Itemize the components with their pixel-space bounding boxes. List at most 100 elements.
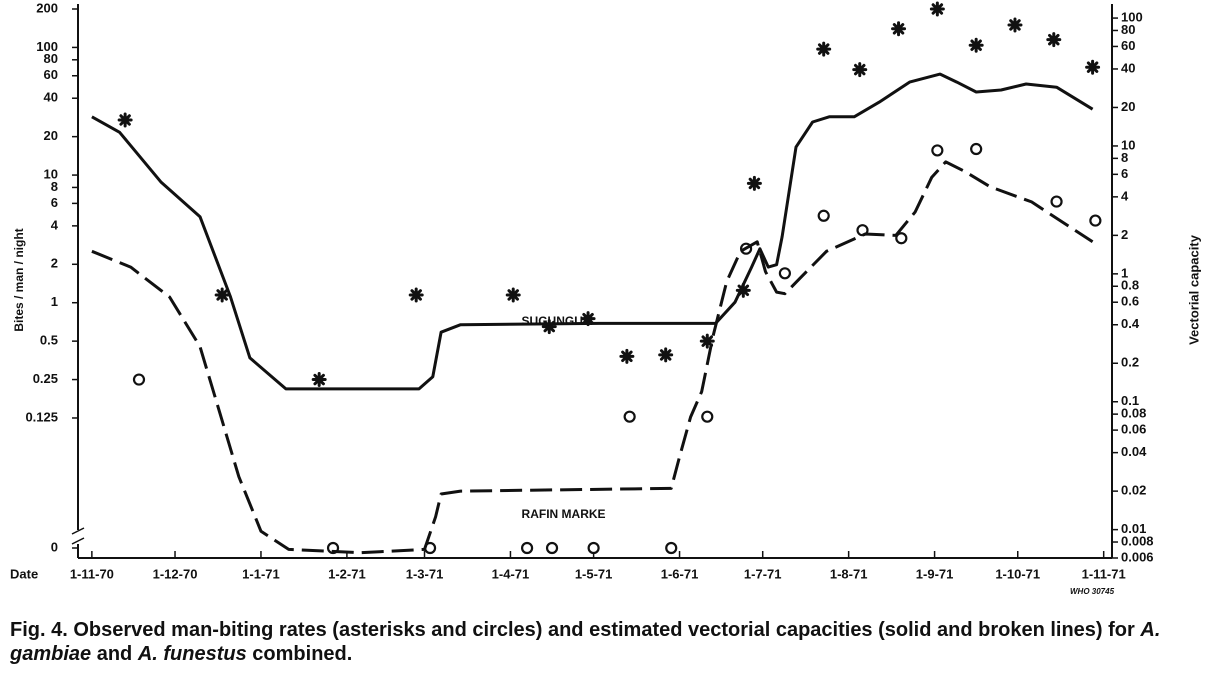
x-tick-label: 1-1-71 xyxy=(242,566,280,581)
asterisk-point xyxy=(214,287,230,303)
x-tick-label: 1-12-70 xyxy=(153,566,198,581)
asterisk-point xyxy=(658,347,674,363)
y-tick-label: 8 xyxy=(51,179,58,194)
y2-tick-label: 0.02 xyxy=(1121,483,1146,498)
caption-text: and xyxy=(91,643,138,665)
asterisk-point xyxy=(505,287,521,303)
asterisk-point xyxy=(408,287,424,303)
figure-note: WHO 30745 xyxy=(1070,587,1115,596)
y2-tick-label: 1 xyxy=(1121,265,1128,280)
y2-tick-label: 80 xyxy=(1121,22,1135,37)
circle-point xyxy=(1050,195,1063,208)
asterisk-point xyxy=(1007,17,1023,33)
line-label: SUGUNGUM xyxy=(522,314,593,328)
caption-species: A. funestus xyxy=(137,643,247,665)
y2-tick-label: 0.06 xyxy=(1121,422,1146,437)
asterisk-point xyxy=(746,175,762,191)
circle-point xyxy=(545,541,559,555)
y-tick-label: 10 xyxy=(44,167,58,182)
circle-point xyxy=(623,410,636,423)
y2-tick-label: 20 xyxy=(1121,99,1135,114)
y2-tick-label: 60 xyxy=(1121,38,1135,53)
circle-point xyxy=(970,142,983,156)
asterisk-point xyxy=(117,112,133,128)
y2-tick-label: 100 xyxy=(1121,10,1143,25)
y-tick-label: 60 xyxy=(44,67,58,82)
y2-axis-label: Vectorial capacity xyxy=(1186,234,1201,345)
y-tick-label: 2 xyxy=(51,256,58,271)
asterisk-point xyxy=(541,319,557,335)
circle-point xyxy=(132,373,146,386)
y-tick-label: 4 xyxy=(51,217,59,232)
y2-tick-label: 0.08 xyxy=(1121,406,1146,421)
asterisk-point xyxy=(1046,32,1062,48)
y2-tick-label: 0.04 xyxy=(1121,444,1147,459)
y-tick-label: 200 xyxy=(36,0,58,15)
x-tick-label: 1-8-71 xyxy=(830,566,868,581)
line-label: RAFIN MARKE xyxy=(522,507,606,521)
asterisk-point xyxy=(891,21,907,37)
x-tick-label: 1-5-71 xyxy=(575,566,613,581)
x-tick-label: 1-2-71 xyxy=(328,566,366,581)
y-tick-label: 0.25 xyxy=(33,371,58,386)
x-tick-label: 1-11-71 xyxy=(1082,566,1126,581)
asterisk-point xyxy=(580,311,596,327)
asterisk-point xyxy=(699,333,715,349)
asterisk-point xyxy=(619,348,635,364)
x-tick-label: 1-6-71 xyxy=(661,566,699,581)
axis-break xyxy=(71,527,85,535)
y2-tick-label: 0.4 xyxy=(1121,316,1140,331)
y-tick-label: 40 xyxy=(44,90,58,105)
circle-point xyxy=(1089,214,1102,227)
y2-tick-label: 0.01 xyxy=(1121,521,1146,536)
asterisk-point xyxy=(852,62,868,78)
x-tick-label: 1-4-71 xyxy=(492,566,530,581)
caption-text: combined. xyxy=(246,643,353,665)
y-tick-label: 0 xyxy=(51,539,58,554)
asterisk-point xyxy=(735,282,751,298)
y2-tick-label: 0.1 xyxy=(1121,393,1139,408)
circle-point xyxy=(895,232,908,245)
asterisk-point xyxy=(816,41,832,57)
y2-tick-label: 0.8 xyxy=(1121,278,1139,293)
y-tick-label: 20 xyxy=(44,128,58,143)
y-tick-label: 100 xyxy=(36,39,58,54)
circle-point xyxy=(817,209,830,222)
axis-break xyxy=(71,537,85,545)
y-tick-label: 0.125 xyxy=(25,409,58,424)
y2-tick-label: 2 xyxy=(1121,227,1128,242)
caption-species: A. gambiae xyxy=(10,619,1161,665)
circle-point xyxy=(701,410,714,423)
y-tick-label: 80 xyxy=(44,51,58,66)
caption-text: Fig. 4. Observed man-biting rates (aster… xyxy=(10,619,1141,641)
y2-tick-label: 0.008 xyxy=(1121,533,1154,548)
circle-point xyxy=(520,541,534,555)
asterisk-point xyxy=(968,37,984,53)
y2-tick-label: 0.2 xyxy=(1121,355,1139,370)
circle-point xyxy=(665,541,678,555)
y-tick-label: 0.5 xyxy=(40,333,58,348)
y2-tick-label: 40 xyxy=(1121,60,1135,75)
y-tick-label: 1 xyxy=(51,294,58,309)
solid-line xyxy=(91,72,1094,391)
y2-tick-label: 0.6 xyxy=(1121,294,1139,309)
y2-tick-label: 10 xyxy=(1121,137,1135,152)
y2-tick-label: 6 xyxy=(1121,166,1128,181)
x-tick-label: 1-11-70 xyxy=(70,566,114,581)
y-tick-label: 6 xyxy=(51,195,58,210)
caption: Fig. 4. Observed man-biting rates (aster… xyxy=(10,618,1215,666)
y-axis-label: Bites / man / night xyxy=(12,228,26,331)
y2-tick-label: 0.006 xyxy=(1121,549,1154,564)
x-tick-label: 1-7-71 xyxy=(744,566,782,581)
y2-tick-label: 4 xyxy=(1121,188,1129,203)
circle-point xyxy=(587,541,600,555)
x-tick-label: 1-10-71 xyxy=(995,566,1040,581)
asterisk-point xyxy=(929,1,945,17)
y2-tick-label: 8 xyxy=(1121,150,1128,165)
dashed-line xyxy=(91,160,1094,555)
asterisk-point xyxy=(311,372,327,388)
x-tick-label: 1-3-71 xyxy=(406,566,444,581)
x-axis-label: Date xyxy=(10,566,38,581)
circle-point xyxy=(778,267,791,280)
